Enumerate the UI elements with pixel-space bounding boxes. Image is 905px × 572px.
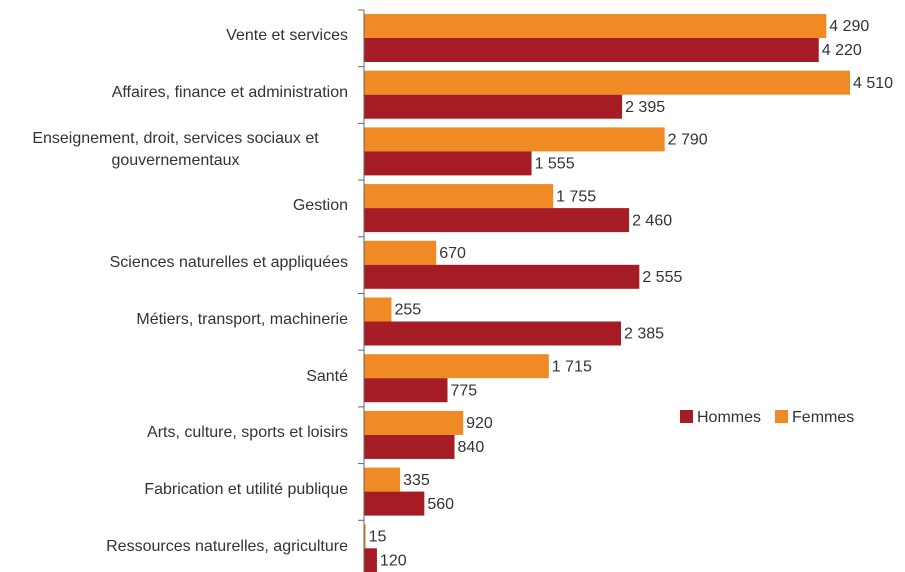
legend-label: Hommes bbox=[697, 409, 761, 426]
value-label: 2 385 bbox=[624, 326, 664, 343]
value-label: 560 bbox=[427, 496, 454, 513]
category-label: Vente et services bbox=[226, 27, 348, 45]
value-label: 2 555 bbox=[642, 269, 682, 286]
value-label: 2 395 bbox=[625, 99, 665, 116]
bar bbox=[364, 127, 665, 152]
bar bbox=[364, 354, 549, 379]
bar bbox=[364, 38, 819, 62]
value-label: 1 715 bbox=[552, 358, 592, 375]
category-label: Santé bbox=[306, 367, 348, 385]
legend-swatch bbox=[680, 410, 693, 423]
value-label: 120 bbox=[380, 553, 407, 570]
value-label: 920 bbox=[466, 415, 493, 432]
value-label: 670 bbox=[439, 245, 466, 262]
bar bbox=[364, 208, 630, 233]
category-label: Fabrication et utilité publique bbox=[144, 480, 348, 498]
category-label: Arts, culture, sports et loisirs bbox=[147, 424, 348, 442]
bar bbox=[364, 524, 366, 549]
value-label: 4 510 bbox=[853, 75, 893, 92]
value-label: 1 755 bbox=[556, 188, 596, 205]
bar bbox=[364, 297, 392, 322]
value-label: 255 bbox=[394, 302, 421, 319]
bar bbox=[364, 94, 623, 119]
bar bbox=[364, 491, 425, 516]
category-label: Enseignement, droit, services sociaux et… bbox=[32, 129, 319, 169]
category-label: Affaires, finance et administration bbox=[111, 84, 348, 102]
bar bbox=[364, 264, 640, 289]
bar bbox=[364, 70, 850, 95]
legend-swatch bbox=[775, 410, 789, 423]
bar bbox=[364, 184, 554, 209]
category-label: Ressources naturelles, agriculture bbox=[106, 537, 348, 555]
category-label: Gestion bbox=[292, 197, 348, 215]
bar bbox=[364, 378, 448, 403]
value-label: 4 220 bbox=[822, 42, 862, 59]
value-label: 4 290 bbox=[829, 18, 869, 35]
value-label: 335 bbox=[403, 472, 430, 489]
value-label: 15 bbox=[369, 529, 387, 546]
value-label: 2 790 bbox=[668, 132, 708, 149]
bar bbox=[364, 240, 437, 265]
value-label: 2 460 bbox=[632, 212, 672, 229]
bar bbox=[364, 321, 622, 346]
bar bbox=[364, 467, 401, 492]
bar bbox=[364, 410, 464, 435]
category-label: Sciences naturelles et appliquées bbox=[109, 254, 348, 272]
bar bbox=[364, 151, 532, 176]
value-label: 775 bbox=[451, 382, 478, 399]
bar bbox=[364, 14, 827, 38]
legend-label: Femmes bbox=[792, 409, 854, 426]
value-label: 840 bbox=[458, 439, 485, 456]
category-label: Métiers, transport, machinerie bbox=[136, 310, 348, 328]
bar bbox=[364, 548, 377, 572]
value-label: 1 555 bbox=[535, 156, 575, 173]
bar bbox=[364, 434, 455, 459]
